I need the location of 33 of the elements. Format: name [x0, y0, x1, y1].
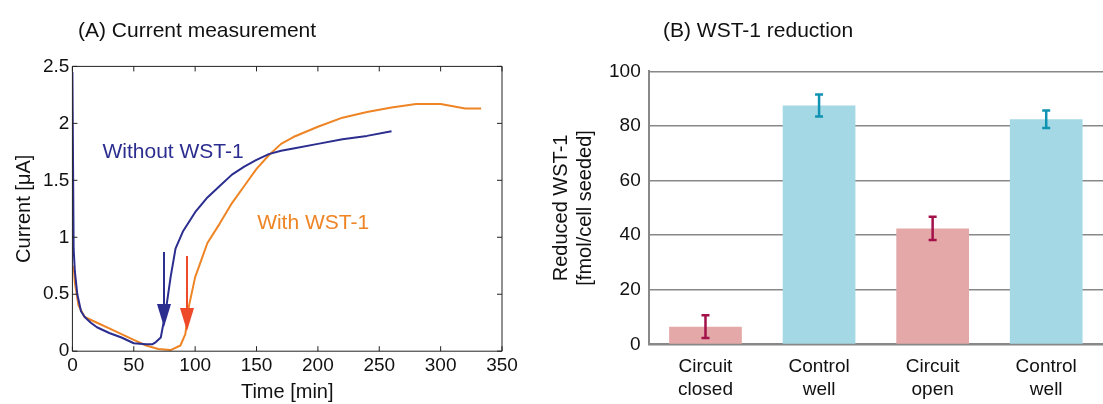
- y-tick-label: 2.5: [42, 54, 70, 76]
- bar: [782, 105, 856, 344]
- bar: [669, 326, 742, 344]
- y-axis-title: Current [μA]: [11, 154, 34, 263]
- y-tick-label: 100: [609, 59, 641, 81]
- y-tick-label: 1: [58, 225, 70, 247]
- y-tick-label: 0.5: [42, 282, 70, 304]
- chart-title: (A) Current measurement: [78, 18, 317, 42]
- y-tick-label: 20: [619, 278, 641, 300]
- y-tick-label: 80: [619, 114, 641, 136]
- x-tick-label: Circuit closed: [678, 355, 734, 399]
- x-tick-label: 350: [486, 353, 518, 375]
- bar: [1009, 119, 1083, 344]
- y-tick-label: 40: [619, 223, 641, 245]
- y-tick-label: 1.5: [42, 168, 70, 190]
- y-tick-label: 0: [630, 332, 641, 354]
- y-tick-label: 2: [58, 111, 70, 133]
- y-axis-title: Reduced WST-1 [fmol/cell seeded]: [548, 130, 595, 286]
- x-tick-label: 250: [363, 353, 396, 375]
- series-label: Without WST-1: [102, 138, 244, 162]
- bar: [896, 228, 969, 344]
- x-tick-label: Control well: [1015, 355, 1077, 399]
- x-tick-label: 150: [240, 353, 273, 375]
- x-axis-title: Time [min]: [240, 379, 334, 402]
- chart-title: (B) WST-1 reduction: [663, 18, 854, 42]
- x-tick-label: Control well: [788, 355, 850, 399]
- x-tick-label: 300: [424, 353, 457, 375]
- series-label: With WST-1: [257, 209, 370, 233]
- x-tick-label: Circuit open: [905, 355, 961, 399]
- x-tick-label: 50: [123, 353, 145, 375]
- x-tick-label: 200: [302, 353, 334, 375]
- x-tick-label: 100: [179, 353, 211, 375]
- y-tick-label: 60: [619, 168, 641, 190]
